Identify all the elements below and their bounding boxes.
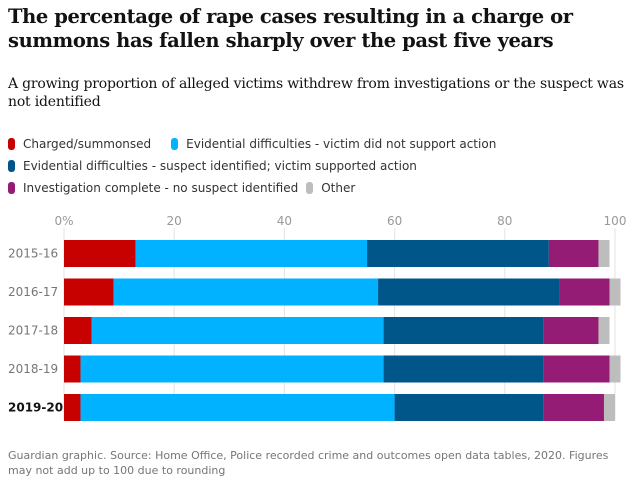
bar-segment (598, 240, 610, 267)
stacked-bar-chart: 0% 20 40 60 80 100 2015-16 2016-17 2017-18 2018-1… (8, 214, 627, 421)
legend-label-no-suspect: Investigation complete - no suspect iden… (23, 181, 299, 195)
bar-segment (543, 317, 599, 344)
x-tick-label: 60 (387, 214, 402, 228)
bar-segment (113, 278, 379, 306)
bar-segment (135, 240, 368, 267)
x-tick-label: 40 (277, 214, 292, 228)
bar-segment (80, 355, 384, 383)
bar-segment (543, 394, 604, 421)
legend-item-charged: Charged/summonsed (8, 137, 151, 151)
bar-segment (64, 240, 136, 267)
bar-segment (394, 394, 544, 421)
bar-segment (64, 278, 114, 306)
x-tick-label: 100 (604, 214, 627, 228)
source-note: Guardian graphic. Source: Home Office, P… (8, 449, 609, 477)
bar-segment (367, 240, 549, 267)
bar-segment (378, 278, 560, 306)
x-tick-label: 80 (497, 214, 512, 228)
bar-segment (603, 394, 615, 421)
bar-segment (609, 355, 621, 383)
legend-swatch-suspect-identified (8, 160, 15, 172)
legend-row: Charged/summonsed Evidential difficultie… (8, 133, 628, 155)
x-tick-label: 20 (167, 214, 182, 228)
legend-label-suspect-identified: Evidential difficulties - suspect identi… (23, 159, 417, 173)
category-label: 2016-17 (8, 285, 58, 299)
bar-segment (548, 240, 599, 267)
legend-item-other: Other (306, 181, 355, 195)
legend-label-other: Other (321, 181, 356, 195)
chart-subtitle: A growing proportion of alleged victims … (8, 76, 624, 110)
legend-label-victim-no-support: Evidential difficulties - victim did not… (186, 137, 497, 151)
legend: Charged/summonsed Evidential difficultie… (8, 133, 628, 199)
bar-segment (64, 355, 81, 383)
bar-segment (598, 317, 610, 344)
legend-item-victim-no-support: Evidential difficulties - victim did not… (171, 137, 496, 151)
chart-title: The percentage of rape cases resulting i… (8, 5, 573, 52)
legend-swatch-charged (8, 138, 15, 150)
category-label: 2017-18 (8, 324, 58, 338)
legend-swatch-no-suspect (8, 182, 15, 194)
bar-segment (609, 278, 621, 306)
bar-segment (383, 355, 544, 383)
legend-item-no-suspect: Investigation complete - no suspect iden… (8, 181, 298, 195)
legend-label-charged: Charged/summonsed (23, 137, 152, 151)
bar-segment (559, 278, 610, 306)
category-label: 2015-16 (8, 247, 58, 261)
bar-segment (91, 317, 384, 344)
x-tick-label: 0% (54, 214, 73, 228)
bar-segment (543, 355, 610, 383)
category-label: 2019-20 (8, 401, 63, 415)
bar-segment (64, 317, 92, 344)
bar-segment (64, 394, 81, 421)
legend-swatch-victim-no-support (171, 138, 179, 150)
legend-row: Investigation complete - no suspect iden… (8, 177, 628, 199)
bar-segment (383, 317, 544, 344)
bar-segment (80, 394, 395, 421)
legend-item-suspect-identified: Evidential difficulties - suspect identi… (8, 159, 417, 173)
legend-row: Evidential difficulties - suspect identi… (8, 155, 628, 177)
legend-swatch-other (306, 182, 314, 194)
category-label: 2018-19 (8, 362, 58, 376)
